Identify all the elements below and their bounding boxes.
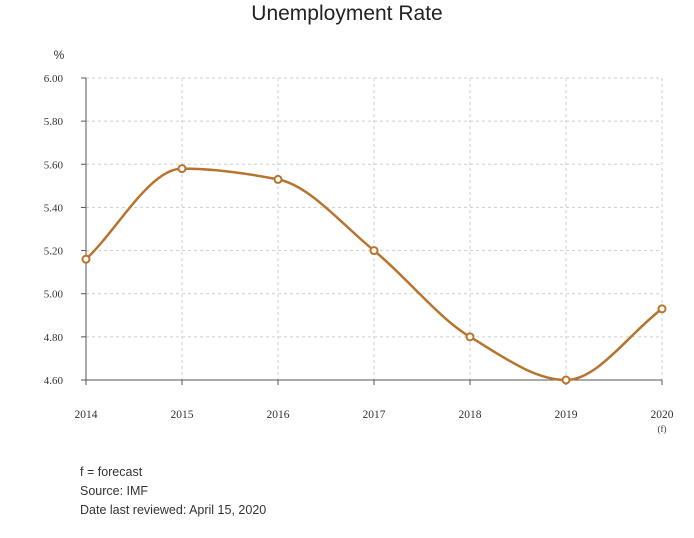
y-tick-label: 5.00 [44, 289, 64, 301]
y-tick-label: 5.20 [44, 246, 64, 258]
forecast-note: f = forecast [80, 465, 143, 479]
review-date-note: Date last reviewed: April 15, 2020 [80, 503, 267, 517]
x-tick-label: 2018 [459, 409, 482, 421]
data-point[interactable] [81, 254, 91, 264]
x-tick-label: 2015 [171, 409, 194, 421]
source-note: Source: IMF [80, 484, 149, 498]
data-point[interactable] [561, 375, 571, 385]
chart-notes: f = forecast Source: IMF Date last revie… [80, 463, 266, 520]
x-tick-label: 2017 [363, 409, 386, 421]
line-chart: Unemployment Rate % 4.60 4.80 5.00 5.20 5.40… [44, 2, 674, 434]
series-unemployment [81, 164, 667, 385]
y-tick-label: 5.40 [44, 202, 64, 214]
y-axis-unit-label: % [54, 48, 65, 62]
x-axis-ticks: 2014 2015 2016 2017 2018 2019 2020 (f) [75, 380, 674, 434]
x-tick-sublabel: (f) [658, 424, 667, 434]
y-tick-label: 6.00 [44, 73, 64, 85]
data-point[interactable] [657, 304, 667, 314]
y-tick-label: 4.80 [44, 332, 64, 344]
x-tick-label: 2014 [75, 409, 98, 421]
data-point[interactable] [177, 164, 187, 174]
y-axis-ticks: 4.60 4.80 5.00 5.20 5.40 5.60 5.80 6.00 [44, 73, 86, 387]
y-tick-label: 5.60 [44, 159, 64, 171]
data-point[interactable] [465, 332, 475, 342]
y-tick-label: 4.60 [44, 375, 64, 387]
data-point[interactable] [273, 174, 283, 184]
x-tick-label: 2016 [267, 409, 290, 421]
grid [86, 77, 663, 380]
x-tick-label: 2019 [555, 409, 578, 421]
y-tick-label: 5.80 [44, 116, 64, 128]
data-point[interactable] [369, 246, 379, 256]
x-tick-label: 2020 [651, 409, 674, 421]
chart-title: Unemployment Rate [251, 2, 442, 25]
